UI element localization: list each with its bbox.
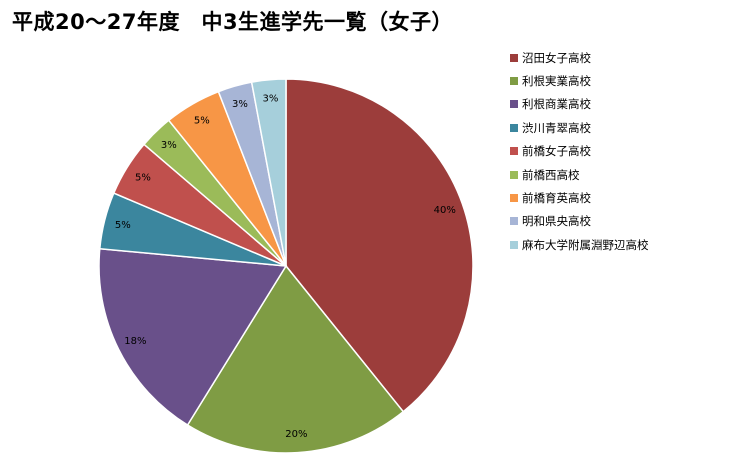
data-label-2: 20%	[285, 429, 307, 440]
data-label-6: 3%	[161, 140, 177, 151]
legend-swatch	[510, 240, 518, 249]
legend-item-9: 麻布大学附属淵野辺高校	[510, 233, 649, 256]
legend-swatch	[510, 170, 518, 179]
legend-item-6: 前橋西高校	[510, 163, 649, 186]
legend-label: 利根商業高校	[522, 97, 591, 112]
data-label-4: 5%	[115, 220, 131, 231]
data-label-5: 5%	[135, 172, 151, 183]
legend-item-8: 明和県央高校	[510, 210, 649, 233]
legend-label: 利根実業高校	[522, 74, 591, 89]
legend-item-1: 沼田女子高校	[510, 46, 649, 69]
legend-label: 前橋女子高校	[522, 144, 591, 159]
pie-slice-9	[250, 78, 287, 267]
legend-item-5: 前橋女子高校	[510, 140, 649, 163]
legend-label: 渋川青翠高校	[522, 120, 591, 135]
pie-slice-1	[285, 78, 474, 413]
legend-swatch	[510, 100, 518, 109]
legend-item-3: 利根商業高校	[510, 93, 649, 116]
legend-item-2: 利根実業高校	[510, 69, 649, 92]
legend-swatch	[510, 217, 518, 226]
legend-label: 前橋育英高校	[522, 191, 591, 206]
legend-label: 前橋西高校	[522, 167, 580, 182]
legend-item-4: 渋川青翠高校	[510, 116, 649, 139]
data-label-1: 40%	[434, 205, 456, 216]
pie-data-labels: 40% 20% 18% 5% 5% 3% 5% 3% 3%	[115, 93, 456, 440]
legend-label: 麻布大学附属淵野辺高校	[522, 237, 649, 252]
chart-legend: 沼田女子高校 利根実業高校 利根商業高校 渋川青翠高校 前橋女子高校 前橋西高校前橋育英高…	[510, 46, 649, 257]
legend-swatch	[510, 147, 518, 156]
data-label-7: 5%	[194, 115, 210, 126]
legend-label: 明和県央高校	[522, 214, 591, 229]
data-label-8: 3%	[232, 99, 248, 110]
legend-swatch	[510, 53, 518, 62]
pie-slices	[98, 78, 474, 454]
data-label-3: 18%	[124, 336, 146, 347]
data-label-9: 3%	[263, 93, 279, 104]
pie-slice-2	[186, 264, 405, 454]
legend-item-7: 前橋育英高校	[510, 186, 649, 209]
legend-label: 沼田女子高校	[522, 50, 591, 65]
pie-slice-3	[98, 247, 288, 427]
chart-title: 平成20～27年度 中3生進学先一覧（女子）	[12, 10, 454, 34]
legend-swatch	[510, 123, 518, 132]
legend-swatch	[510, 194, 518, 203]
legend-swatch	[510, 77, 518, 86]
